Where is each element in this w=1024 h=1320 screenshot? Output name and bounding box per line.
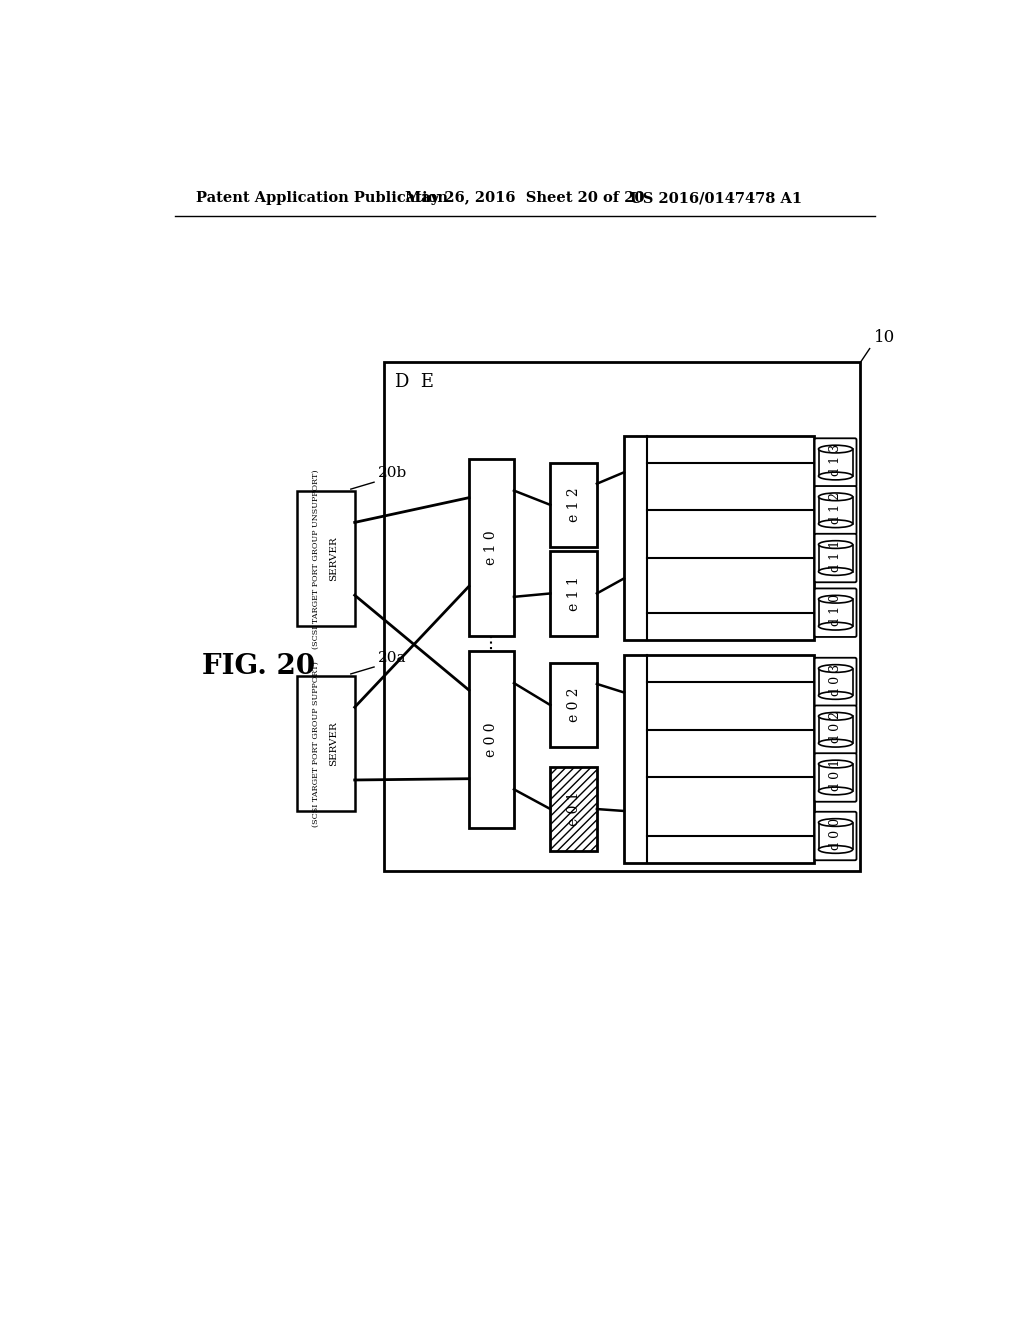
FancyBboxPatch shape (815, 812, 856, 861)
Text: SERVER: SERVER (329, 721, 338, 766)
Ellipse shape (818, 739, 853, 747)
Ellipse shape (818, 846, 853, 853)
Bar (818, 449, 853, 477)
Bar (297, 491, 354, 626)
Bar (818, 822, 853, 850)
FancyBboxPatch shape (815, 438, 856, 487)
Ellipse shape (818, 445, 853, 453)
Bar (550, 462, 597, 548)
Text: d 1 0: d 1 0 (829, 594, 842, 627)
Text: d 1 1: d 1 1 (829, 540, 842, 572)
Text: Patent Application Publication: Patent Application Publication (197, 191, 449, 206)
Text: e 1 1: e 1 1 (566, 576, 581, 611)
FancyBboxPatch shape (815, 589, 856, 638)
Bar (550, 767, 597, 851)
Ellipse shape (818, 568, 853, 576)
Bar (818, 764, 853, 791)
Text: e 0 1: e 0 1 (566, 792, 581, 826)
FancyBboxPatch shape (815, 754, 856, 801)
FancyBboxPatch shape (815, 533, 856, 582)
Ellipse shape (818, 760, 853, 768)
Text: e 0 2: e 0 2 (566, 688, 581, 722)
Text: e 0 0: e 0 0 (484, 722, 499, 756)
FancyBboxPatch shape (815, 705, 856, 754)
Bar (550, 552, 597, 636)
Bar (297, 676, 354, 810)
Bar (818, 545, 853, 572)
Ellipse shape (818, 541, 853, 548)
Bar (469, 459, 514, 636)
Text: May 26, 2016  Sheet 20 of 20: May 26, 2016 Sheet 20 of 20 (406, 191, 645, 206)
Text: D  E: D E (394, 374, 433, 391)
Bar (550, 663, 597, 747)
Bar (384, 363, 860, 871)
Ellipse shape (818, 692, 853, 700)
Bar (624, 655, 814, 863)
Ellipse shape (818, 622, 853, 630)
Ellipse shape (818, 665, 853, 672)
Ellipse shape (818, 787, 853, 795)
Text: d 1 3: d 1 3 (829, 444, 842, 477)
Text: (SCSI TARGET PORT GROUP UNSUPPORT): (SCSI TARGET PORT GROUP UNSUPPORT) (312, 469, 321, 648)
Bar (818, 599, 853, 626)
Bar (818, 717, 853, 743)
Text: 20a: 20a (378, 651, 407, 665)
Text: 20b: 20b (378, 466, 408, 480)
Text: SERVER: SERVER (329, 536, 338, 581)
Bar (469, 651, 514, 829)
Text: e 1 0: e 1 0 (484, 529, 499, 565)
Ellipse shape (818, 473, 853, 480)
Text: d 0 2: d 0 2 (829, 711, 842, 743)
Ellipse shape (818, 492, 853, 500)
Text: d 1 2: d 1 2 (829, 492, 842, 524)
Text: (SCSI TARGET PORT GROUP SUPPORT): (SCSI TARGET PORT GROUP SUPPORT) (312, 661, 321, 826)
Ellipse shape (818, 520, 853, 528)
Ellipse shape (818, 818, 853, 826)
Ellipse shape (818, 713, 853, 721)
Bar (818, 496, 853, 524)
FancyBboxPatch shape (815, 657, 856, 706)
Ellipse shape (818, 595, 853, 603)
Bar (818, 668, 853, 696)
Text: FIG. 20: FIG. 20 (202, 653, 314, 680)
Text: d 0 0: d 0 0 (829, 817, 842, 850)
Text: 10: 10 (874, 329, 896, 346)
Text: d 0 1: d 0 1 (829, 759, 842, 791)
Text: d 0 3: d 0 3 (829, 664, 842, 696)
Bar (624, 436, 814, 640)
Text: e 1 2: e 1 2 (566, 487, 581, 523)
Text: US 2016/0147478 A1: US 2016/0147478 A1 (630, 191, 803, 206)
FancyBboxPatch shape (815, 486, 856, 535)
